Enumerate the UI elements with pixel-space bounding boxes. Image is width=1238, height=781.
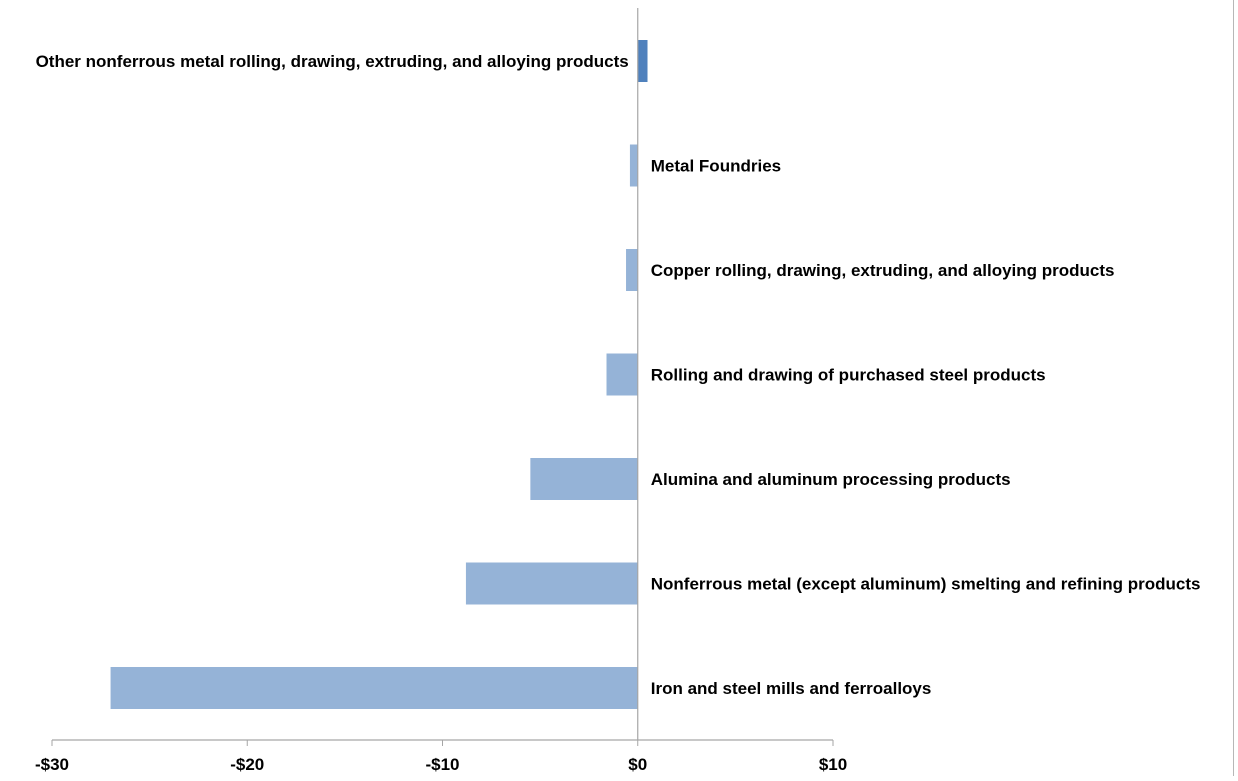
category-labels-layer: Other nonferrous metal rolling, drawing,… <box>36 52 1201 698</box>
x-tick-label-5: $10 <box>819 755 847 774</box>
category-label-5: Alumina and aluminum processing products <box>651 470 1011 489</box>
x-tick-label-3: -$10 <box>425 755 459 774</box>
chart-frame-edge <box>1233 0 1234 776</box>
bar-3 <box>626 249 638 291</box>
x-tick-label-1: -$30 <box>35 755 69 774</box>
x-tick-label-4: $0 <box>628 755 647 774</box>
x-tick-label-2: -$20 <box>230 755 264 774</box>
bars-layer <box>110 40 648 709</box>
category-label-3: Copper rolling, drawing, extruding, and … <box>651 261 1115 280</box>
bar-2 <box>629 144 638 187</box>
bar-5 <box>530 458 638 500</box>
bar-4 <box>606 353 638 396</box>
bar-7 <box>110 667 638 709</box>
category-label-6: Nonferrous metal (except aluminum) smelt… <box>651 575 1201 594</box>
category-label-1: Other nonferrous metal rolling, drawing,… <box>36 52 629 71</box>
category-label-2: Metal Foundries <box>651 157 781 176</box>
axis-layer <box>51 8 834 746</box>
category-label-4: Rolling and drawing of purchased steel p… <box>651 366 1046 385</box>
bar-1 <box>637 40 648 82</box>
category-label-7: Iron and steel mills and ferroalloys <box>651 679 932 698</box>
bar-6 <box>465 562 638 605</box>
x-tick-labels-layer: -$30 -$20 -$10 $0 $10 <box>35 755 847 774</box>
